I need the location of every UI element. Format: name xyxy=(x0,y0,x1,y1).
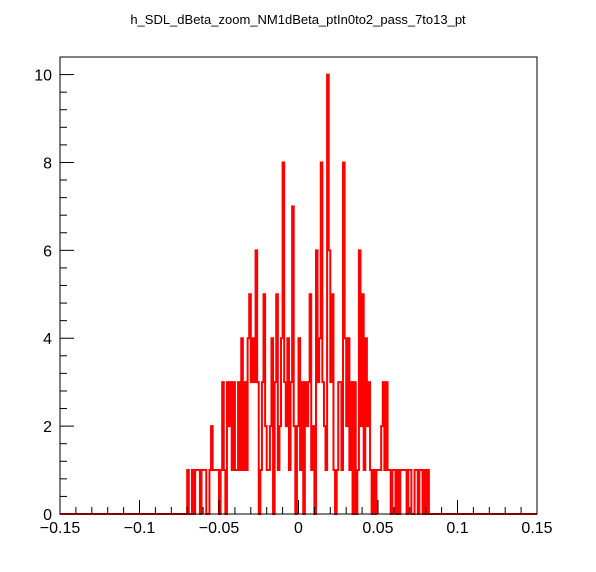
histogram-bin xyxy=(346,426,348,514)
histogram-bin xyxy=(318,382,320,514)
histogram-bin xyxy=(388,470,390,514)
histogram-bin xyxy=(213,470,215,514)
histogram-bin xyxy=(232,470,234,514)
histogram-bin xyxy=(311,470,313,514)
chart-title: h_SDL_dBeta_zoom_NM1dBeta_ptIn0to2_pass_… xyxy=(130,12,466,27)
x-tick-label: −0.15 xyxy=(40,520,81,537)
histogram-bin xyxy=(246,470,248,514)
x-tick-label: 0.15 xyxy=(521,520,552,537)
histogram-bin xyxy=(402,470,404,514)
histogram-bin xyxy=(214,470,216,514)
histogram-bin xyxy=(278,470,280,514)
plot-frame xyxy=(59,56,538,515)
histogram-bin xyxy=(361,426,363,514)
x-tick-label: 0.1 xyxy=(446,520,468,537)
y-tick-label: 2 xyxy=(43,419,52,436)
histogram-bin xyxy=(216,470,218,514)
histogram-bin xyxy=(251,382,253,514)
y-tick-label: 4 xyxy=(43,331,52,348)
histogram-bin xyxy=(341,470,343,514)
histogram-bin xyxy=(384,470,386,514)
histogram-series xyxy=(60,73,537,515)
histogram-bin xyxy=(403,470,405,514)
histogram-bin xyxy=(367,426,369,514)
histogram-bin xyxy=(236,470,238,514)
y-tick-label: 6 xyxy=(43,243,52,260)
histogram-bin xyxy=(268,470,270,514)
y-tick-label: 10 xyxy=(34,68,52,85)
histogram-bin xyxy=(289,470,291,514)
histogram-bin xyxy=(197,470,199,514)
y-axis: 0 2 4 6 8 10 xyxy=(34,56,74,524)
x-axis: −0.15 −0.1 −0.05 0 0.05 0.1 0.15 xyxy=(40,500,553,537)
histogram-bin xyxy=(286,426,288,514)
histogram-bin xyxy=(243,470,245,514)
histogram-bin xyxy=(229,426,231,514)
histogram-bin xyxy=(254,382,256,514)
x-tick-label: −0.1 xyxy=(124,520,156,537)
y-tick-label: 0 xyxy=(43,507,52,524)
histogram-bin xyxy=(300,470,302,514)
histogram-bin xyxy=(240,470,242,514)
histogram-bin xyxy=(364,470,366,514)
histogram-line xyxy=(60,73,537,515)
histogram-bin xyxy=(330,382,332,514)
x-tick-label: 0.05 xyxy=(362,520,393,537)
histogram-bin xyxy=(326,470,328,514)
x-tick-label: 0 xyxy=(294,520,303,537)
histogram-bin xyxy=(380,470,382,514)
histogram-bin xyxy=(306,426,308,514)
histogram-bin xyxy=(349,470,351,514)
x-tick-label: −0.05 xyxy=(199,520,240,537)
y-tick-label: 8 xyxy=(43,155,52,172)
